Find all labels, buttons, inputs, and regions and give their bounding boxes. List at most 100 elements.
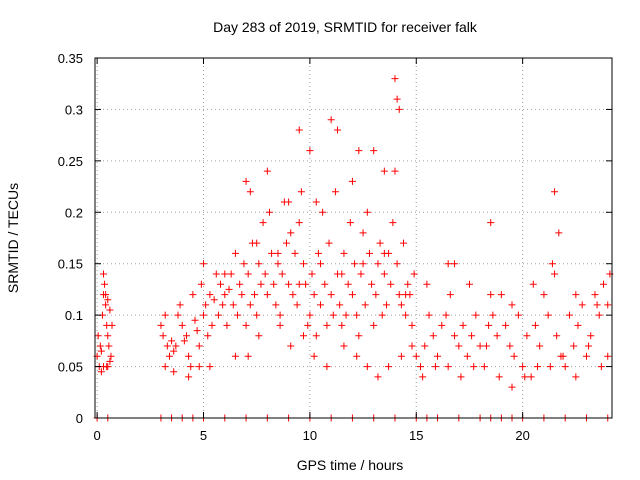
- data-point: [161, 311, 169, 319]
- data-point: [506, 342, 514, 350]
- data-point: [276, 321, 284, 329]
- data-point: [465, 280, 473, 288]
- data-point: [391, 75, 399, 83]
- data-point: [365, 249, 373, 257]
- data-point: [523, 332, 531, 340]
- data-point: [429, 332, 437, 340]
- data-point: [246, 301, 254, 309]
- data-point: [104, 363, 112, 371]
- data-point: [202, 301, 210, 309]
- data-point: [514, 311, 522, 319]
- data-point: [370, 321, 378, 329]
- data-point: [395, 291, 403, 299]
- data-point: [372, 291, 380, 299]
- y-tick-label: 0.15: [58, 257, 83, 272]
- data-point: [338, 321, 346, 329]
- data-point: [451, 332, 459, 340]
- data-point: [300, 260, 308, 268]
- data-point: [208, 321, 216, 329]
- data-point: [451, 260, 459, 268]
- data-point: [327, 116, 335, 124]
- data-point: [397, 301, 405, 309]
- data-point: [359, 260, 367, 268]
- data-point: [236, 280, 244, 288]
- data-point: [340, 249, 348, 257]
- data-point: [161, 363, 169, 371]
- data-point: [244, 270, 252, 278]
- data-point: [404, 280, 412, 288]
- data-point: [502, 321, 510, 329]
- data-point: [410, 270, 418, 278]
- data-point: [329, 311, 337, 319]
- data-point: [214, 311, 222, 319]
- data-point: [178, 321, 186, 329]
- data-point: [423, 280, 431, 288]
- data-point: [342, 311, 350, 319]
- data-point: [206, 363, 214, 371]
- data-point: [100, 270, 108, 278]
- chart-title: Day 283 of 2019, SRMTID for receiver fal…: [213, 19, 478, 35]
- data-point: [306, 311, 314, 319]
- data-point: [380, 249, 388, 257]
- data-point: [553, 332, 561, 340]
- data-point: [351, 260, 359, 268]
- data-point: [455, 342, 463, 350]
- data-point: [348, 291, 356, 299]
- data-point: [229, 301, 237, 309]
- data-point: [497, 291, 505, 299]
- data-point: [312, 332, 320, 340]
- data-point: [223, 321, 231, 329]
- data-point: [363, 208, 371, 216]
- data-point: [263, 167, 271, 175]
- data-point: [106, 357, 114, 365]
- data-point: [489, 311, 497, 319]
- data-point: [96, 342, 104, 350]
- data-point: [295, 126, 303, 134]
- data-point: [361, 301, 369, 309]
- data-point: [165, 352, 173, 360]
- data-point: [323, 363, 331, 371]
- data-point: [508, 383, 516, 391]
- data-point: [476, 342, 484, 350]
- data-point: [187, 363, 195, 371]
- data-point: [246, 188, 254, 196]
- data-point: [565, 311, 573, 319]
- data-point: [285, 198, 293, 206]
- data-point: [485, 321, 493, 329]
- data-point: [297, 188, 305, 196]
- data-point: [374, 260, 382, 268]
- data-point: [508, 301, 516, 309]
- data-point: [106, 306, 114, 314]
- data-point: [310, 291, 318, 299]
- data-point: [457, 373, 465, 381]
- data-point: [157, 321, 165, 329]
- data-point: [253, 239, 261, 247]
- data-point: [402, 291, 410, 299]
- data-point: [380, 270, 388, 278]
- y-tick-label: 0: [76, 411, 83, 426]
- data-point: [317, 260, 325, 268]
- data-point: [163, 342, 171, 350]
- data-point: [238, 291, 246, 299]
- data-point: [493, 332, 501, 340]
- data-point: [595, 311, 603, 319]
- data-point: [101, 280, 109, 288]
- data-point: [242, 321, 250, 329]
- data-point: [268, 249, 276, 257]
- data-point: [300, 332, 308, 340]
- data-point: [314, 249, 322, 257]
- data-point: [295, 219, 303, 227]
- data-point: [387, 280, 395, 288]
- data-point: [540, 291, 548, 299]
- y-axis-label: SRMTID / TECUs: [5, 183, 21, 293]
- data-point: [604, 301, 612, 309]
- data-point: [425, 311, 433, 319]
- x-tick-label: 15: [409, 428, 423, 443]
- data-point: [380, 167, 388, 175]
- data-point: [446, 291, 454, 299]
- data-point: [544, 311, 552, 319]
- data-point: [487, 219, 495, 227]
- data-point: [195, 342, 203, 350]
- data-point: [105, 342, 113, 350]
